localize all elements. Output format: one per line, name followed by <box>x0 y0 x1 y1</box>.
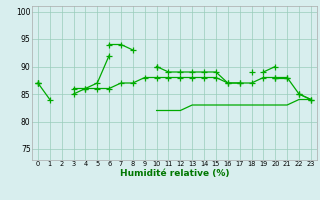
X-axis label: Humidité relative (%): Humidité relative (%) <box>120 169 229 178</box>
